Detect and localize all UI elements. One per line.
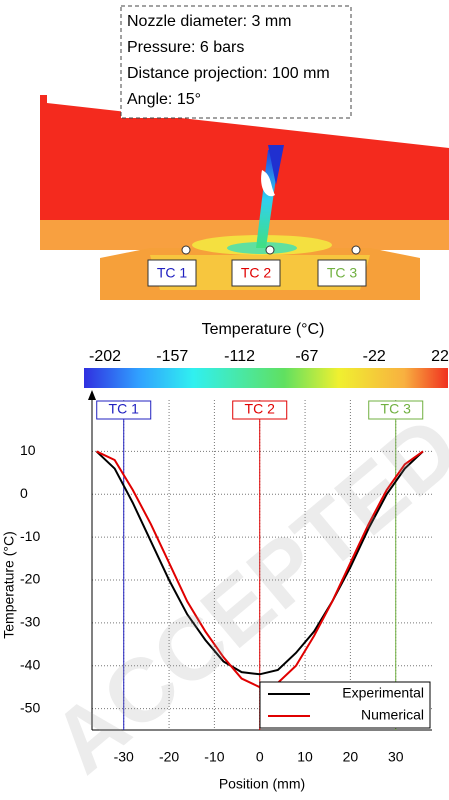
legend-label: Numerical — [361, 707, 424, 723]
y-tick-label: 0 — [20, 485, 28, 501]
probe-label: TC 1 — [157, 265, 188, 281]
colorbar-ticks: -202 -157 -112 -67 -22 22 — [89, 348, 449, 365]
info-line: Angle: 15° — [127, 91, 201, 108]
probe-label: TC 3 — [327, 265, 358, 281]
probe-tag-label: TC 1 — [109, 401, 140, 417]
x-tick-label: 30 — [388, 749, 404, 765]
y-axis-label: Temperature (°C) — [1, 531, 17, 639]
probe-point — [265, 245, 275, 255]
x-tick-label: -10 — [204, 749, 224, 765]
colorbar-tick-label: -202 — [89, 348, 121, 365]
legend-label: Experimental — [342, 685, 424, 701]
series-line — [95, 450, 424, 676]
probe-label: TC 2 — [241, 265, 272, 281]
info-text: Nozzle diameter: 3 mm Pressure: 6 bars Dis… — [127, 13, 330, 108]
x-tick-label: -30 — [114, 749, 134, 765]
colorbar-title: Temperature (°C) — [202, 321, 325, 338]
colorbar-tick-label: -157 — [156, 348, 188, 365]
y-tick-label: -50 — [20, 699, 40, 715]
y-tick-label: -40 — [20, 656, 40, 672]
x-tick-label: 10 — [297, 749, 313, 765]
probe-tag-label: TC 3 — [381, 401, 412, 417]
y-axis-arrow — [88, 390, 96, 400]
info-box — [120, 5, 352, 119]
colorbar-tick-label: -67 — [295, 348, 318, 365]
colorbar-tick-label: -112 — [224, 348, 255, 365]
y-tick-label: -30 — [20, 614, 40, 630]
probe-tag-label: TC 2 — [245, 401, 276, 417]
colorbar — [84, 368, 448, 388]
legend — [259, 681, 431, 729]
info-line: Pressure: 6 bars — [127, 39, 244, 56]
probe-tag — [232, 400, 288, 420]
colorbar-tick-label: -22 — [363, 348, 386, 365]
y-tick-label: -10 — [20, 528, 40, 544]
info-line: Nozzle diameter: 3 mm — [127, 13, 292, 30]
probe-box — [317, 259, 367, 287]
probe-box — [231, 259, 281, 287]
probes: TC 1 TC 2 TC 3 — [147, 245, 367, 287]
probe-point — [181, 245, 191, 255]
probe-tag — [96, 400, 152, 420]
probe-point — [351, 245, 361, 255]
probe-box — [147, 259, 197, 287]
colorbar-tick-label: 22 — [431, 348, 449, 365]
line-chart: -30 -20 -10 0 10 20 30 10 0 -10 -20 -30 -40 -50 Positi… — [1, 390, 432, 792]
x-tick-label: 0 — [256, 749, 264, 765]
x-tick-label: -20 — [159, 749, 179, 765]
x-tick-label: 20 — [343, 749, 359, 765]
y-tick-label: -20 — [20, 571, 40, 587]
info-line: Distance projection: 100 mm — [127, 65, 330, 82]
watermark: ACCEPTED — [34, 398, 449, 793]
probe-tag — [368, 400, 424, 420]
x-axis-label: Position (mm) — [219, 776, 305, 792]
y-tick-label: 10 — [20, 442, 36, 458]
